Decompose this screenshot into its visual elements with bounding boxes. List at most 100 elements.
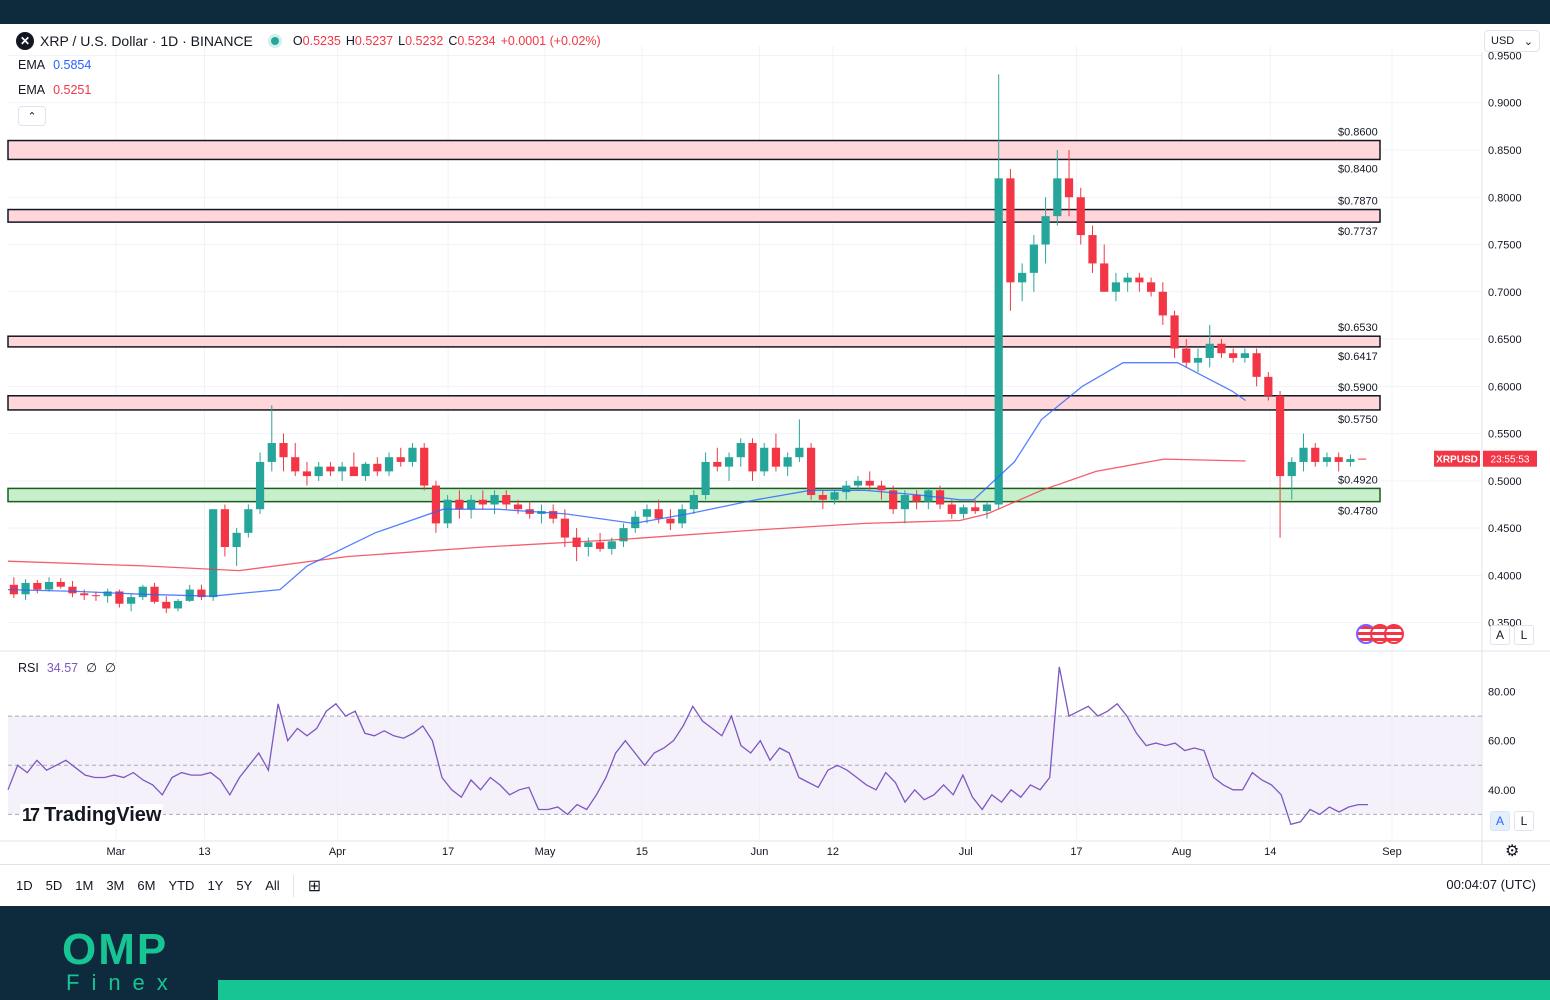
rsi-log-scale-button[interactable]: L bbox=[1514, 811, 1534, 831]
price-axis-label: 0.9000 bbox=[1488, 98, 1522, 110]
log-scale-button[interactable]: L bbox=[1514, 625, 1534, 645]
time-axis-label: Sep bbox=[1382, 846, 1402, 858]
candle-body bbox=[1287, 461, 1296, 477]
candle-body bbox=[1111, 282, 1121, 292]
price-badge-symbol-text: XRPUSD bbox=[1436, 455, 1478, 466]
economic-events[interactable] bbox=[1356, 624, 1404, 644]
candle-body bbox=[830, 492, 839, 500]
range-all[interactable]: All bbox=[265, 878, 280, 893]
zone-label: $0.8600 bbox=[1338, 127, 1378, 139]
ema-fast-value: 0.5854 bbox=[53, 58, 92, 72]
candle-body bbox=[232, 532, 241, 548]
candle-body bbox=[1252, 353, 1261, 377]
candle-body bbox=[1076, 197, 1085, 236]
candle-body bbox=[431, 485, 441, 524]
range-5y[interactable]: 5Y bbox=[236, 878, 253, 893]
top-band bbox=[0, 0, 1550, 24]
resistance-zone bbox=[7, 139, 1381, 161]
collapse-legend-button[interactable]: ⌃ bbox=[18, 106, 46, 126]
candle-body bbox=[1346, 459, 1355, 462]
candle-body bbox=[314, 466, 323, 477]
price-chart[interactable]: 0.9500 0.9000 0.8500 0.8000 0.7500 0.7000 0.65… bbox=[0, 24, 1550, 906]
candle-body bbox=[853, 480, 863, 486]
candle-body bbox=[842, 485, 851, 493]
time-axis-label: May bbox=[535, 846, 556, 858]
ema-slow-legend[interactable]: EMA 0.5251 bbox=[18, 83, 92, 97]
candle-body bbox=[818, 495, 827, 500]
price-axis-label: 0.4500 bbox=[1488, 523, 1522, 535]
ema-fast-legend[interactable]: EMA 0.5854 bbox=[18, 58, 92, 72]
candle-body bbox=[971, 507, 980, 512]
time-axis-label: 17 bbox=[442, 846, 454, 858]
candle-body bbox=[513, 504, 523, 510]
candle-body bbox=[607, 541, 616, 549]
utc-clock[interactable]: 00:04:07 (UTC) bbox=[1446, 877, 1536, 892]
candle-body bbox=[478, 499, 487, 505]
candle-body bbox=[654, 509, 663, 519]
range-3m[interactable]: 3M bbox=[106, 878, 125, 893]
market-status-icon[interactable] bbox=[270, 37, 279, 45]
zone-label: $0.6530 bbox=[1338, 322, 1378, 334]
rsi-legend[interactable]: RSI 34.57 ∅ ∅ bbox=[18, 661, 116, 675]
candle-body bbox=[502, 495, 511, 505]
candle-body bbox=[1170, 315, 1179, 349]
range-1m[interactable]: 1M bbox=[75, 878, 94, 893]
candle-body bbox=[1029, 244, 1038, 273]
candle-body bbox=[1229, 353, 1238, 358]
candle-body bbox=[631, 516, 640, 529]
candle-body bbox=[1311, 447, 1320, 462]
price-axis-label: 0.5000 bbox=[1488, 476, 1522, 488]
time-axis-label: Jun bbox=[751, 846, 769, 858]
chart-panel: 0.9500 0.9000 0.8500 0.8000 0.7500 0.7000 0.65… bbox=[0, 24, 1550, 906]
range-ytd[interactable]: YTD bbox=[168, 878, 195, 893]
xrp-logo-icon: ✕ bbox=[16, 32, 34, 50]
candle-body bbox=[115, 591, 124, 604]
price-change: +0.0001 (+0.02%) bbox=[500, 34, 601, 48]
us-flag-icon[interactable] bbox=[1384, 624, 1404, 644]
candle-body bbox=[44, 581, 54, 590]
time-axis-label: Mar bbox=[106, 846, 125, 858]
price-axis-label: 0.7000 bbox=[1488, 287, 1522, 299]
currency-select[interactable]: USD ⌄ bbox=[1484, 30, 1540, 52]
tradingview-watermark[interactable]: 17 TradingView bbox=[20, 804, 164, 827]
candle-body bbox=[736, 443, 745, 458]
range-1y[interactable]: 1Y bbox=[207, 878, 224, 893]
range-5d[interactable]: 5D bbox=[45, 878, 63, 893]
symbol-title[interactable]: XRP / U.S. Dollar · 1D · BINANCE bbox=[40, 33, 253, 49]
candle-body bbox=[21, 582, 30, 595]
range-1d[interactable]: 1D bbox=[16, 878, 33, 893]
candle-body bbox=[619, 528, 628, 542]
candle-body bbox=[68, 586, 77, 594]
auto-scale-button[interactable]: A bbox=[1490, 625, 1510, 645]
ema-fast-line bbox=[7, 362, 1246, 597]
candle-body bbox=[455, 499, 464, 510]
settings-gear-icon[interactable]: ⚙ bbox=[1505, 843, 1520, 860]
candle-body bbox=[1064, 178, 1074, 198]
candle-body bbox=[783, 457, 792, 467]
candle-body bbox=[1041, 216, 1050, 245]
candle-body bbox=[1100, 263, 1109, 292]
candle-body bbox=[220, 509, 229, 548]
candle-body bbox=[349, 466, 358, 477]
candle-body bbox=[173, 600, 183, 609]
calendar-range-icon[interactable]: ⊞ bbox=[307, 877, 322, 895]
candle-body bbox=[1147, 282, 1156, 292]
resistance-zone bbox=[7, 335, 1381, 348]
candle-body bbox=[760, 447, 769, 472]
price-axis-label: 0.4000 bbox=[1488, 570, 1522, 582]
candle-body bbox=[889, 490, 898, 510]
rsi-axis-label: 60.00 bbox=[1488, 736, 1516, 748]
candle-body bbox=[1358, 458, 1367, 460]
candle-body bbox=[244, 509, 253, 533]
candle-body bbox=[595, 542, 605, 549]
candle-body bbox=[1240, 353, 1249, 358]
candle-body bbox=[33, 582, 42, 590]
price-axis-label: 0.6500 bbox=[1488, 334, 1522, 346]
rsi-auto-scale-button[interactable]: A bbox=[1490, 811, 1510, 831]
candle-body bbox=[642, 509, 652, 517]
candle-body bbox=[584, 542, 593, 548]
range-6m[interactable]: 6M bbox=[137, 878, 156, 893]
candle-body bbox=[1018, 272, 1027, 283]
candle-body bbox=[91, 595, 101, 597]
time-axis-label: 12 bbox=[827, 846, 839, 858]
